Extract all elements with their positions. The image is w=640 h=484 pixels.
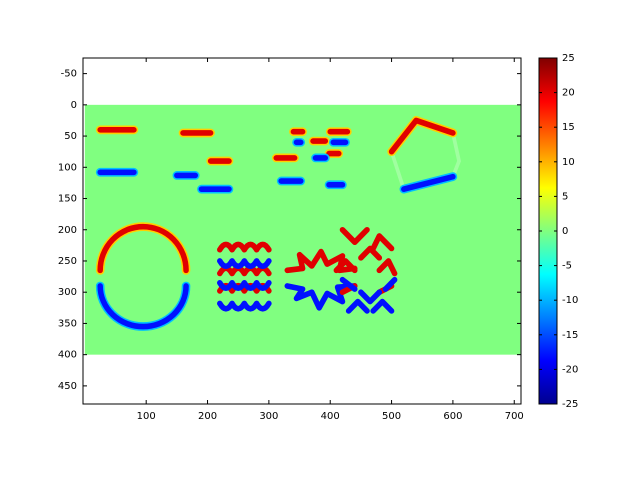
y-tick-label: 200 <box>58 225 77 236</box>
colorbar-tick-label: 0 <box>562 226 568 237</box>
x-tick-label: 400 <box>321 411 340 422</box>
y-tick-label: 400 <box>58 350 77 361</box>
x-tick-label: 600 <box>443 411 462 422</box>
x-tick-label: 100 <box>137 411 156 422</box>
colorbar-tick-label: -25 <box>562 399 578 410</box>
y-tick-label: 250 <box>58 256 77 267</box>
y-tick-label: 100 <box>58 162 77 173</box>
y-tick-label: 300 <box>58 287 77 298</box>
x-tick-label: 200 <box>198 411 217 422</box>
colorbar-tick-label: -5 <box>562 261 572 272</box>
colorbar-tick-label: -20 <box>562 364 578 375</box>
colorbar-tick-label: 20 <box>562 88 575 99</box>
y-tick-label: 350 <box>58 318 77 329</box>
colorbar-tick-label: -10 <box>562 295 578 306</box>
x-tick-label: 500 <box>382 411 401 422</box>
image-features <box>95 116 461 331</box>
colorbar-tick-label: 15 <box>562 122 575 133</box>
image-area <box>84 104 521 355</box>
colorbar-tick-label: 10 <box>562 157 575 168</box>
y-tick-label: 50 <box>64 131 77 142</box>
y-tick-label: -50 <box>61 69 77 80</box>
y-tick-label: 150 <box>58 194 77 205</box>
y-tick-label: 0 <box>71 100 77 111</box>
colorbar-tick-label: 5 <box>562 191 568 202</box>
x-tick-label: 300 <box>259 411 278 422</box>
colorbar-tick-label: 25 <box>562 53 575 64</box>
x-tick-label: 700 <box>505 411 524 422</box>
y-tick-label: 450 <box>58 381 77 392</box>
axes-box <box>82 57 522 405</box>
colorbar-tick-label: -15 <box>562 330 578 341</box>
